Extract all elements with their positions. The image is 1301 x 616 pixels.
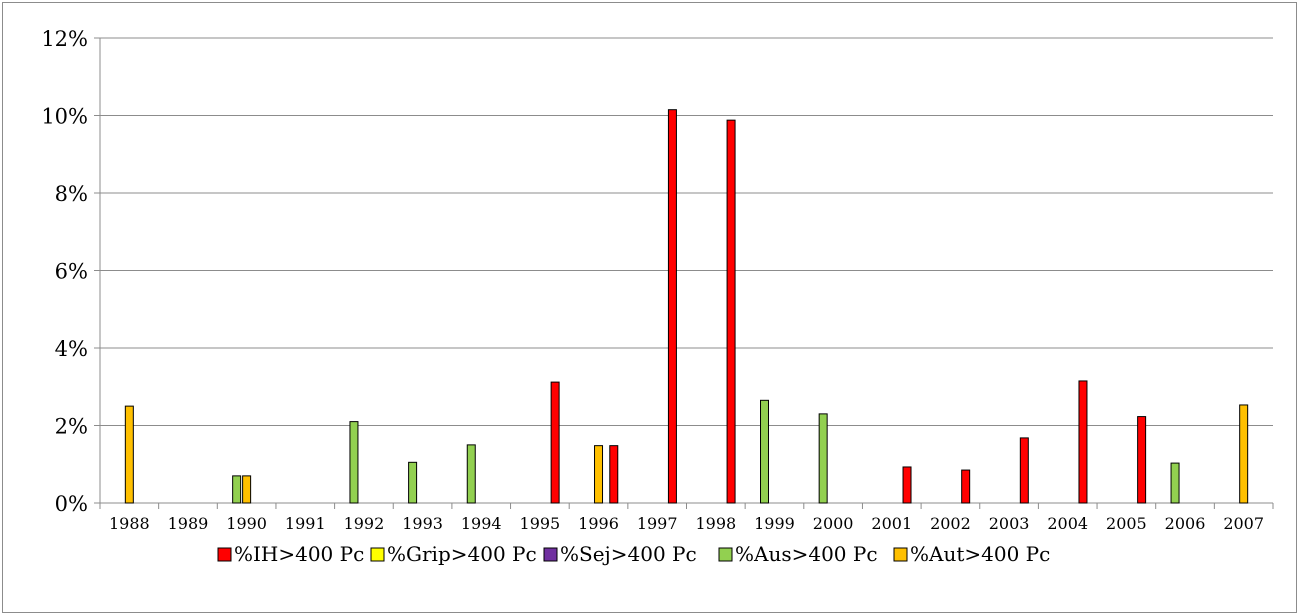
legend-swatch-1 xyxy=(370,547,385,562)
x-tick-label: 1996 xyxy=(578,514,619,533)
bar--ih-400-pc-1998 xyxy=(726,119,736,504)
y-tick-label: 8% xyxy=(55,182,88,206)
x-tick-label: 1988 xyxy=(109,514,150,533)
bar--aut-400-pc-1988 xyxy=(124,405,134,504)
x-tick-label: 1993 xyxy=(402,514,443,533)
bar--aus-400-pc-1992 xyxy=(349,421,359,504)
x-tick-label: 1995 xyxy=(520,514,561,533)
x-tick-label: 1991 xyxy=(285,514,326,533)
y-tick-label: 2% xyxy=(55,415,88,439)
x-tick-label: 1990 xyxy=(226,514,267,533)
bar--aus-400-pc-2006 xyxy=(1170,462,1180,504)
bar--ih-400-pc-1996 xyxy=(609,445,619,504)
legend-label-2: %Sej>400 Pc xyxy=(560,542,697,566)
x-tick-label: 2007 xyxy=(1223,514,1264,533)
x-tick-label: 1999 xyxy=(754,514,795,533)
x-tick-label: 2004 xyxy=(1047,514,1088,533)
bar--aus-400-pc-1994 xyxy=(466,444,476,504)
legend-swatch-0 xyxy=(217,547,232,562)
bar--aus-400-pc-1990 xyxy=(232,475,242,504)
y-tick-label: 6% xyxy=(55,260,88,284)
x-tick-label: 2002 xyxy=(930,514,971,533)
bar--ih-400-pc-1995 xyxy=(550,381,560,504)
x-tick-label: 1992 xyxy=(344,514,385,533)
bar--aut-400-pc-2007 xyxy=(1239,404,1249,504)
bar--aus-400-pc-1993 xyxy=(408,461,418,504)
x-tick-label: 2003 xyxy=(989,514,1030,533)
y-tick-label: 0% xyxy=(55,492,88,516)
legend-label-0: %IH>400 Pc xyxy=(234,542,364,566)
bar--ih-400-pc-2003 xyxy=(1019,437,1029,504)
legend-label-3: %Aus>400 Pc xyxy=(735,542,878,566)
bar--ih-400-pc-2004 xyxy=(1078,380,1088,504)
legend-swatch-2 xyxy=(543,547,558,562)
bar--ih-400-pc-1997 xyxy=(667,109,677,504)
x-tick-label: 1997 xyxy=(637,514,678,533)
y-tick-label: 12% xyxy=(41,27,88,51)
legend-label-4: %Aut>400 Pc xyxy=(910,542,1050,566)
x-tick-label: 2000 xyxy=(813,514,854,533)
y-tick-label: 4% xyxy=(55,337,88,361)
legend-swatch-3 xyxy=(718,547,733,562)
x-tick-label: 2001 xyxy=(871,514,912,533)
bar--aus-400-pc-1999 xyxy=(760,399,770,504)
x-tick-label: 1998 xyxy=(695,514,736,533)
legend-label-1: %Grip>400 Pc xyxy=(387,542,537,566)
bar--ih-400-pc-2001 xyxy=(902,466,912,504)
bar--ih-400-pc-2002 xyxy=(961,469,971,504)
legend-swatch-4 xyxy=(893,547,908,562)
bar--aut-400-pc-1996 xyxy=(594,445,604,504)
x-tick-label: 2005 xyxy=(1106,514,1147,533)
x-tick-label: 1989 xyxy=(168,514,209,533)
bar--aut-400-pc-1990 xyxy=(242,475,252,504)
bar-chart: 0% 2% 4% 6% 8% 10% 12% 1988 1989 1990 1991 1992 1993… xyxy=(41,27,1274,566)
x-tick-label: 1994 xyxy=(461,514,502,533)
bar--ih-400-pc-2005 xyxy=(1137,416,1147,504)
x-tick-label: 2006 xyxy=(1165,514,1206,533)
y-tick-label: 10% xyxy=(41,105,88,129)
bar--aus-400-pc-2000 xyxy=(818,413,828,504)
